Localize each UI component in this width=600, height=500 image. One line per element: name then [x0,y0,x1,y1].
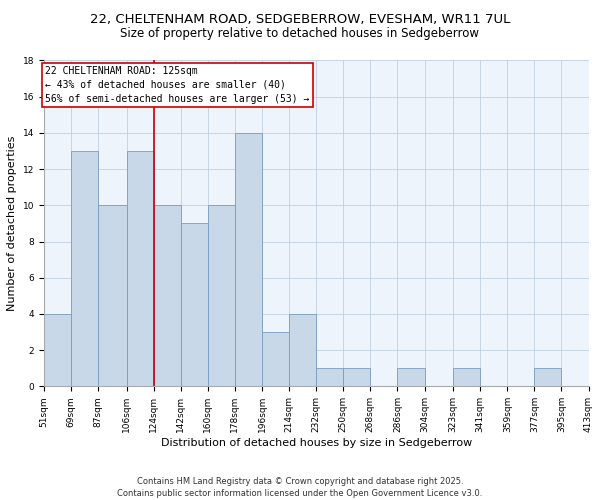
Bar [208,206,235,386]
Bar [262,332,289,386]
Text: 22 CHELTENHAM ROAD: 125sqm
← 43% of detached houses are smaller (40)
56% of semi: 22 CHELTENHAM ROAD: 125sqm ← 43% of deta… [45,66,310,104]
Bar [235,133,262,386]
Bar [316,368,343,386]
Bar [589,368,600,386]
Text: Contains HM Land Registry data © Crown copyright and database right 2025.: Contains HM Land Registry data © Crown c… [137,478,463,486]
Y-axis label: Number of detached properties: Number of detached properties [7,136,17,311]
Bar [453,368,480,386]
Bar [397,368,425,386]
Bar [154,206,181,386]
Bar [44,314,71,386]
Bar [289,314,316,386]
X-axis label: Distribution of detached houses by size in Sedgeberrow: Distribution of detached houses by size … [161,438,472,448]
Text: 22, CHELTENHAM ROAD, SEDGEBERROW, EVESHAM, WR11 7UL: 22, CHELTENHAM ROAD, SEDGEBERROW, EVESHA… [90,12,510,26]
Bar [181,224,208,386]
Bar [343,368,370,386]
Bar [71,151,98,386]
Bar [98,206,127,386]
Bar [127,151,154,386]
Text: Contains public sector information licensed under the Open Government Licence v3: Contains public sector information licen… [118,489,482,498]
Bar [535,368,562,386]
Text: Size of property relative to detached houses in Sedgeberrow: Size of property relative to detached ho… [121,28,479,40]
